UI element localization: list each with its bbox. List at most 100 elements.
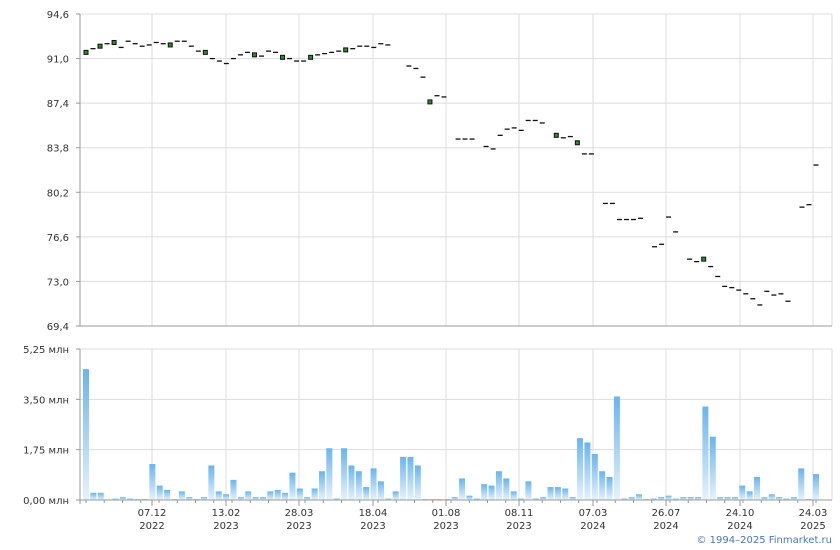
volume-bar-0 <box>83 369 89 500</box>
xtick-date-2: 28.03 <box>285 508 314 519</box>
volume-bar-29 <box>296 488 303 500</box>
price-ytick-label-1: 91,0 <box>47 55 69 66</box>
xtick-date-0: 07.12 <box>138 508 167 519</box>
price-point-49 <box>427 99 433 105</box>
volume-bar-37 <box>355 471 362 500</box>
volume-bar-61 <box>532 498 539 500</box>
volume-bar-69 <box>591 453 598 500</box>
xtick-year-9: 2025 <box>800 521 825 532</box>
volume-bar-26 <box>274 489 281 500</box>
volume-bar-66 <box>569 497 576 500</box>
volume-bar-56 <box>495 471 502 500</box>
volume-bar-38 <box>363 487 370 500</box>
volume-bar-25 <box>267 491 274 500</box>
price-point-70 <box>574 140 580 146</box>
volume-bar-22 <box>245 491 252 500</box>
xtick-date-8: 24.10 <box>726 508 755 519</box>
axes <box>76 13 832 506</box>
price-grid <box>80 13 833 327</box>
volume-bar-63 <box>547 487 554 500</box>
volume-bar-28 <box>289 472 296 500</box>
xtick-date-9: 24.03 <box>799 508 828 519</box>
volume-ytick-label-0: 5,25 млн <box>23 345 69 356</box>
volume-bar-88 <box>731 497 738 500</box>
volume-bar-34 <box>333 498 340 500</box>
volume-bar-93 <box>768 494 775 500</box>
volume-bar-11 <box>164 489 171 500</box>
volume-bar-52 <box>466 495 473 500</box>
volume-bar-41 <box>385 498 392 500</box>
xtick-year-6: 2024 <box>580 521 605 532</box>
volume-bar-85 <box>709 436 716 500</box>
xtick-year-3: 2023 <box>360 521 385 532</box>
volume-bar-39 <box>370 468 377 500</box>
price-point-0 <box>83 49 89 55</box>
volume-bar-79 <box>665 495 672 500</box>
volume-bar-91 <box>754 476 761 500</box>
xtick-year-5: 2023 <box>506 521 531 532</box>
price-ytick-label-4: 80,2 <box>47 188 69 199</box>
volume-bar-32 <box>318 471 325 500</box>
volume-bar-57 <box>503 478 510 500</box>
volume-bar-62 <box>540 497 547 500</box>
price-point-2 <box>97 43 103 49</box>
volume-bar-72 <box>613 396 620 500</box>
volume-bar-50 <box>451 497 458 500</box>
volume-bar-54 <box>481 484 488 500</box>
volume-bar-42 <box>392 491 399 500</box>
volume-bar-13 <box>178 491 185 500</box>
price-point-32 <box>308 54 314 60</box>
price-point-17 <box>202 49 208 55</box>
price-point-37 <box>343 47 349 53</box>
volume-bar-78 <box>658 497 665 500</box>
volume-bar-35 <box>341 448 348 500</box>
volume-bar-4 <box>112 498 119 500</box>
volume-ytick-label-2: 1,75 млн <box>23 446 69 457</box>
volume-bar-80 <box>672 498 679 500</box>
volume-bar-86 <box>717 497 724 500</box>
volume-bar-19 <box>223 494 230 500</box>
volume-bar-5 <box>119 497 126 500</box>
volume-bar-75 <box>636 494 643 500</box>
volume-bar-17 <box>208 465 215 500</box>
volume-bar-58 <box>510 491 517 500</box>
volume-bar-83 <box>695 497 702 500</box>
price-point-24 <box>251 52 257 58</box>
xtick-date-5: 08.11 <box>505 508 534 519</box>
xtick-year-7: 2024 <box>653 521 678 532</box>
volume-bar-90 <box>746 491 753 500</box>
price-ytick-label-7: 69,4 <box>47 322 69 333</box>
volume-bar-64 <box>554 487 561 500</box>
xtick-date-1: 13.02 <box>212 508 241 519</box>
volume-bar-92 <box>761 497 768 500</box>
volume-ytick-label-1: 3,50 млн <box>23 395 69 406</box>
volume-bar-23 <box>252 497 259 500</box>
xtick-year-2: 2023 <box>286 521 311 532</box>
volume-bar-99 <box>813 474 819 500</box>
volume-bar-30 <box>304 497 311 500</box>
volume-bar-74 <box>628 497 635 500</box>
volume-bar-33 <box>326 448 333 500</box>
volume-bar-14 <box>186 497 193 500</box>
tick-labels: 94,6 91,0 87,4 83,8 80,2 76,6 73,0 69,4 5,25 млн… <box>23 10 827 532</box>
volume-bar-43 <box>400 456 407 500</box>
volume-bar-2 <box>97 492 104 500</box>
volume-bar-21 <box>237 497 244 500</box>
xtick-year-8: 2024 <box>727 521 752 532</box>
volume-grid <box>80 348 833 501</box>
volume-bar-53 <box>473 498 480 500</box>
volume-bar-40 <box>377 481 384 500</box>
price-ytick-label-5: 76,6 <box>47 233 69 244</box>
volume-ytick-label-3: 0,00 млн <box>23 496 69 507</box>
volume-bar-18 <box>215 491 222 500</box>
volume-bar-81 <box>680 497 687 500</box>
price-ytick-label-3: 83,8 <box>47 144 69 155</box>
volume-bar-36 <box>348 465 355 500</box>
copyright-credit[interactable]: © 1994–2025 Finmarket.ru <box>696 535 832 546</box>
volume-bar-95 <box>783 498 790 500</box>
price-point-88 <box>701 256 707 262</box>
volume-bar-70 <box>599 471 606 500</box>
volume-bar-82 <box>687 497 694 500</box>
volume-series <box>83 369 819 501</box>
